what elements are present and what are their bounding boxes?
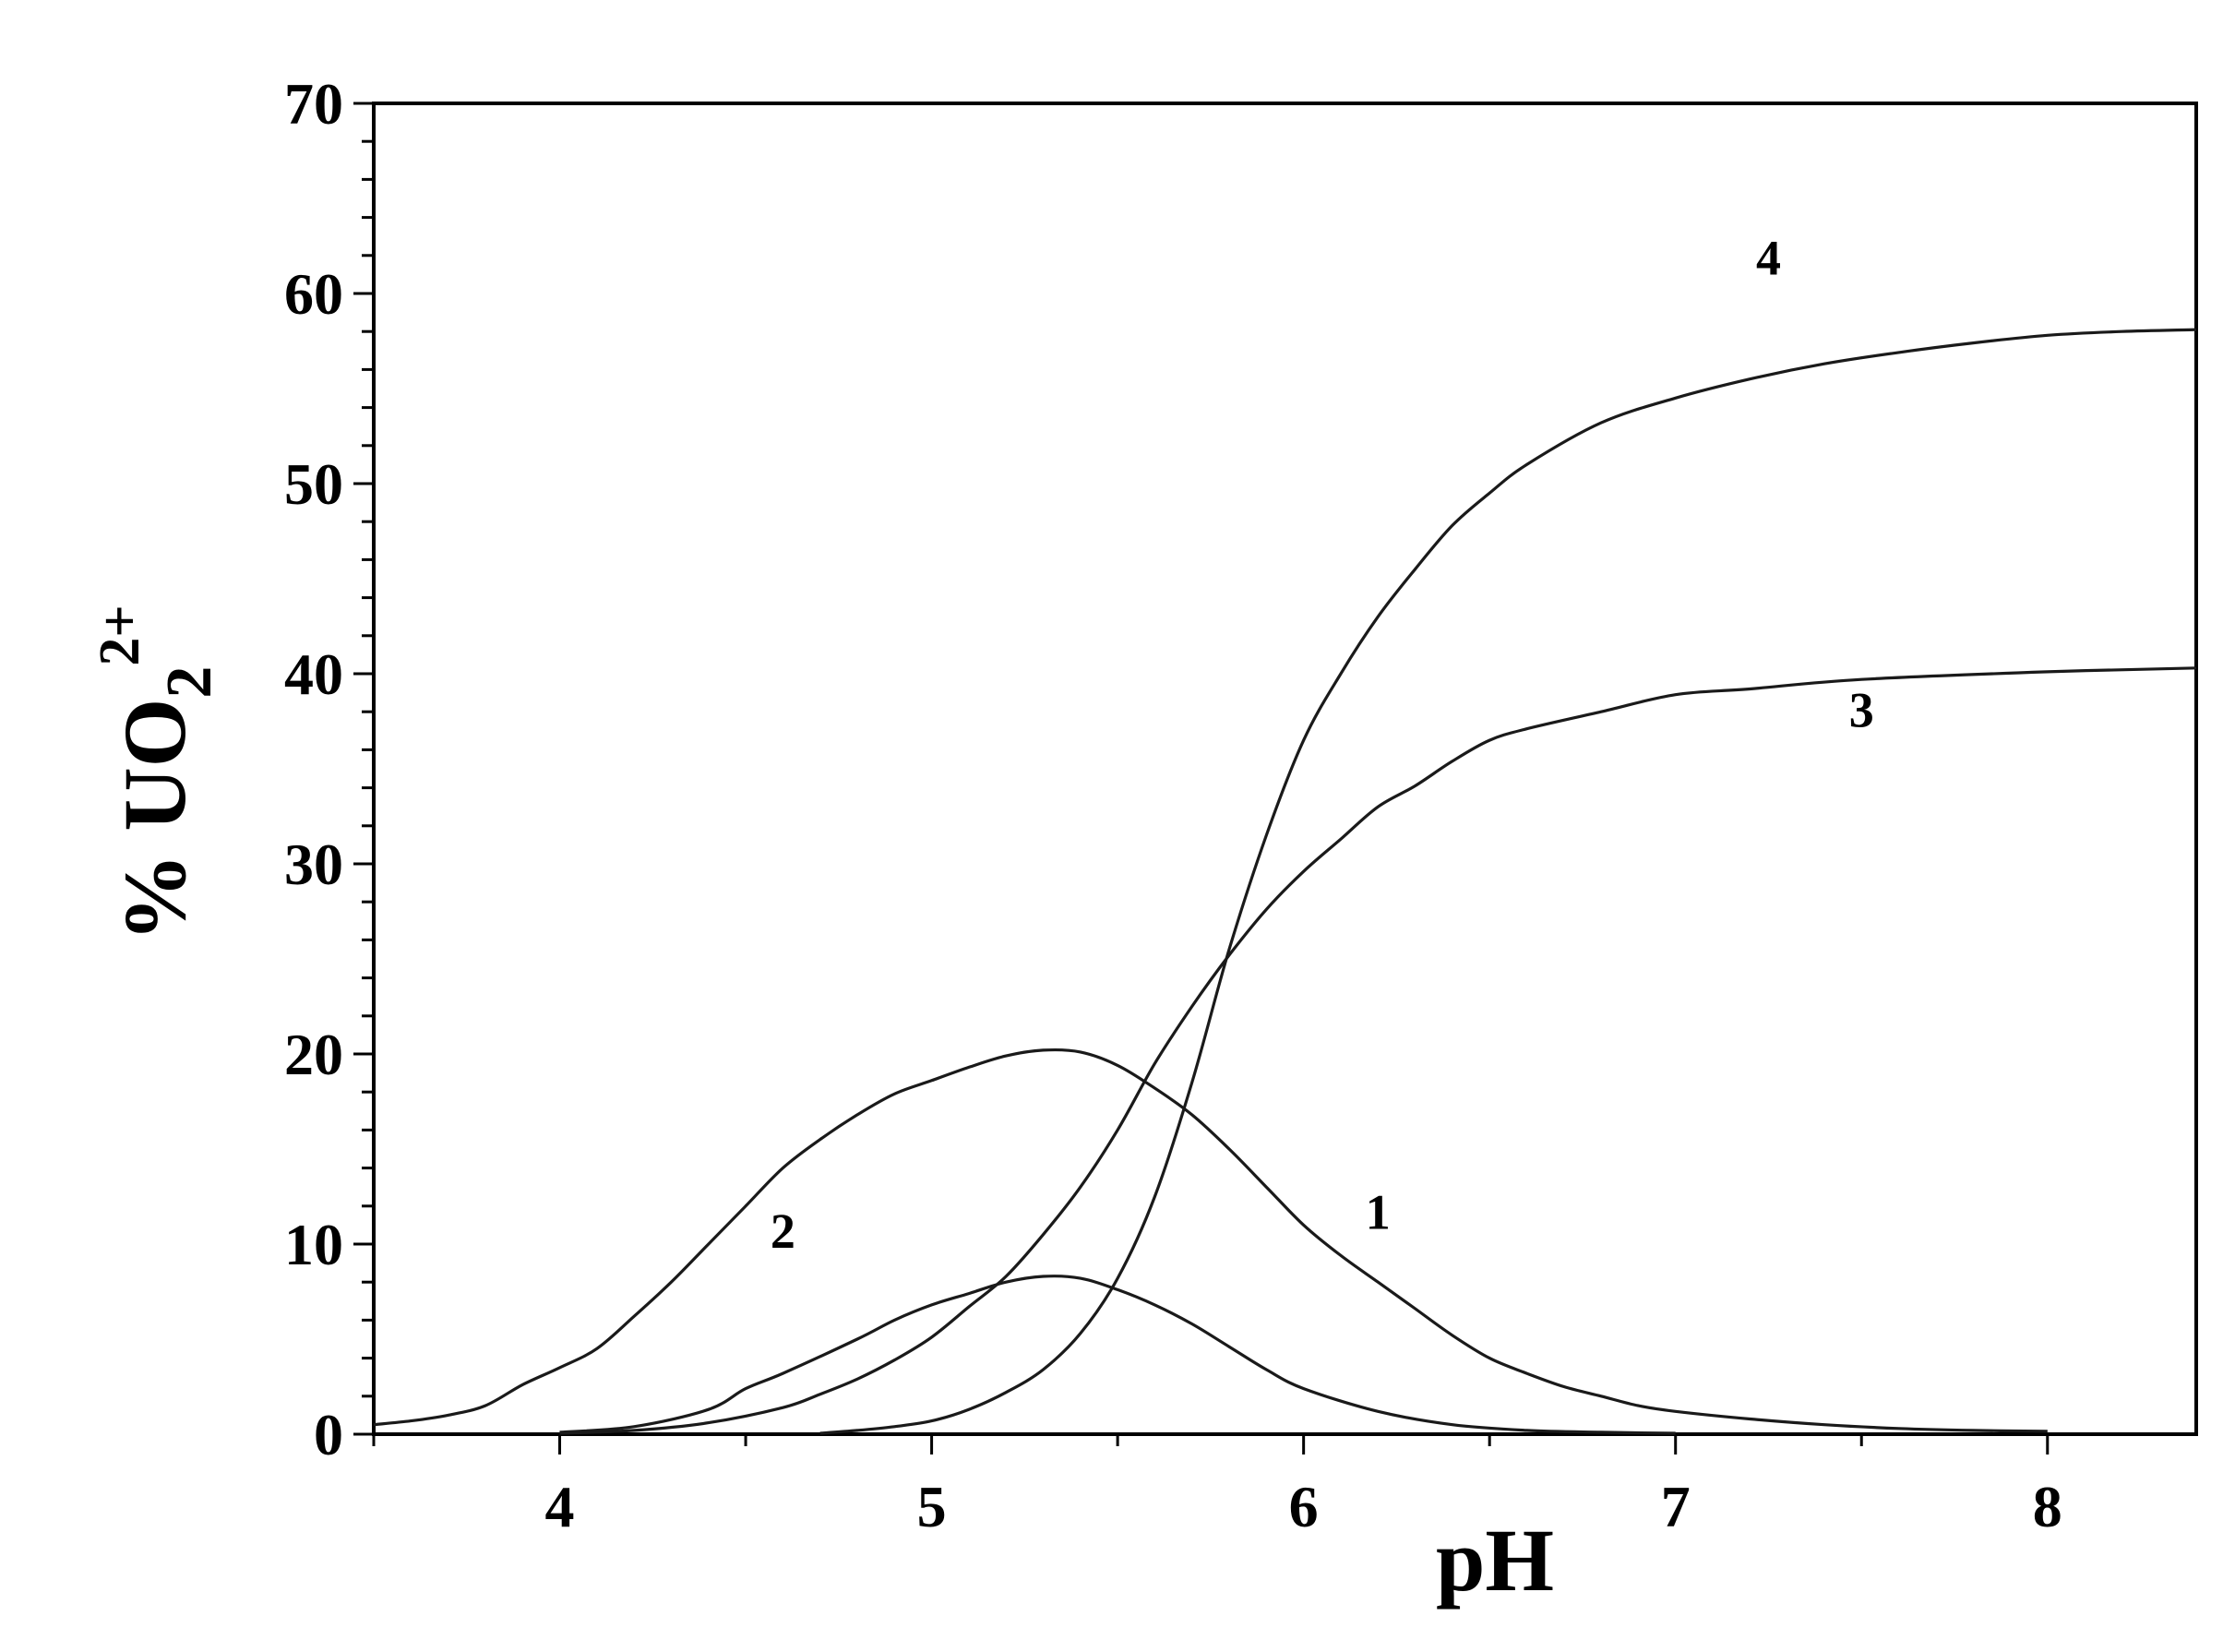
plot-area-border <box>372 102 2198 1436</box>
x-tick-label: 6 <box>1289 1474 1319 1539</box>
y-axis-ticks: 0 10 20 30 40 50 60 70 <box>284 71 374 1467</box>
x-tick-label: 5 <box>917 1474 947 1539</box>
curve-label-1: 1 <box>1366 1185 1391 1240</box>
x-axis-ticks: 4 5 6 7 8 <box>372 1434 2062 1539</box>
curve-labels: 1 2 3 4 <box>771 230 1874 1259</box>
series-line-3 <box>559 666 2197 1435</box>
y-axis-title-subscript: 2 <box>154 666 225 699</box>
plot-frame <box>372 102 2198 1436</box>
series-line-1 <box>559 1275 1676 1435</box>
series-line-4 <box>819 328 2197 1435</box>
y-tick-label: 0 <box>314 1402 343 1467</box>
curve-label-2: 2 <box>771 1203 795 1259</box>
y-tick-label: 70 <box>284 71 343 137</box>
y-tick-label: 50 <box>284 451 343 517</box>
y-axis-title-prefix: % UO <box>105 699 204 942</box>
x-tick-label: 8 <box>2033 1474 2062 1539</box>
curve-label-4: 4 <box>1756 230 1781 285</box>
y-axis-title-superscript: 2+ <box>89 605 151 665</box>
y-tick-label: 40 <box>284 641 343 707</box>
y-tick-label: 30 <box>284 832 343 897</box>
y-axis-title: % UO22+ <box>89 605 225 941</box>
x-axis-title: pH <box>1436 1511 1554 1610</box>
series-line-2 <box>373 1047 2048 1433</box>
y-tick-label: 20 <box>284 1022 343 1087</box>
series-layer <box>373 328 2197 1435</box>
curve-label-3: 3 <box>1849 683 1874 738</box>
y-tick-label: 60 <box>284 261 343 327</box>
y-tick-label: 10 <box>284 1212 343 1277</box>
x-tick-label: 7 <box>1661 1474 1691 1539</box>
x-tick-label: 4 <box>545 1474 575 1539</box>
